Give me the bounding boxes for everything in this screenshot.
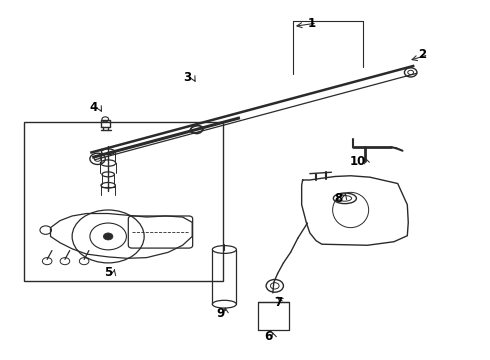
Circle shape bbox=[103, 233, 113, 240]
Text: 3: 3 bbox=[183, 71, 192, 84]
Text: 7: 7 bbox=[274, 296, 283, 309]
Text: 10: 10 bbox=[350, 155, 366, 168]
Text: 1: 1 bbox=[307, 17, 316, 30]
Text: 9: 9 bbox=[216, 307, 224, 320]
Text: 8: 8 bbox=[335, 192, 343, 205]
Text: 2: 2 bbox=[418, 48, 427, 61]
Bar bbox=[24, 122, 223, 280]
Text: 4: 4 bbox=[90, 101, 98, 114]
Text: 5: 5 bbox=[104, 266, 112, 279]
Text: 6: 6 bbox=[264, 330, 272, 343]
